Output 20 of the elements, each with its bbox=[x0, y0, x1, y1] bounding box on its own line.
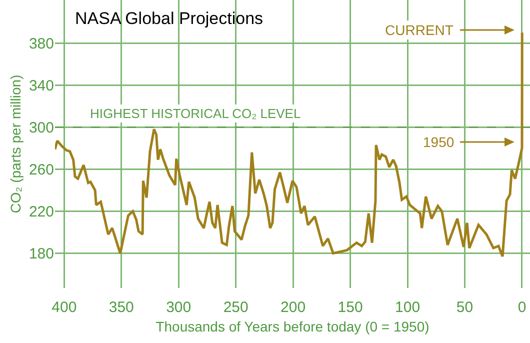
y-tick-label: 340 bbox=[28, 77, 54, 94]
y-axis-title: CO₂ (parts per million) bbox=[8, 74, 24, 214]
x-tick-label: 100 bbox=[395, 299, 420, 316]
x-tick-label: 400 bbox=[52, 299, 77, 316]
x-tick-label: 200 bbox=[280, 299, 306, 316]
annotation: 1950 bbox=[423, 134, 454, 150]
y-tick-label: 220 bbox=[28, 204, 54, 221]
x-tick-label: 0 bbox=[518, 299, 526, 316]
y-tick-label: 180 bbox=[28, 246, 54, 263]
annotation: CURRENT bbox=[385, 22, 454, 38]
y-tick-label: 260 bbox=[28, 161, 54, 178]
y-tick-label: 300 bbox=[28, 119, 54, 136]
ref-line-label: HIGHEST HISTORICAL CO₂ LEVEL bbox=[90, 106, 301, 121]
x-tick-label: 50 bbox=[456, 299, 474, 316]
x-tick-label: 150 bbox=[338, 299, 363, 316]
x-axis-title: Thousands of Years before today (0 = 1950) bbox=[156, 318, 430, 334]
y-tick-label: 380 bbox=[28, 35, 54, 52]
x-tick-label: 300 bbox=[166, 299, 192, 316]
x-tick-label: 350 bbox=[108, 299, 134, 316]
x-tick-label: 250 bbox=[223, 299, 248, 316]
